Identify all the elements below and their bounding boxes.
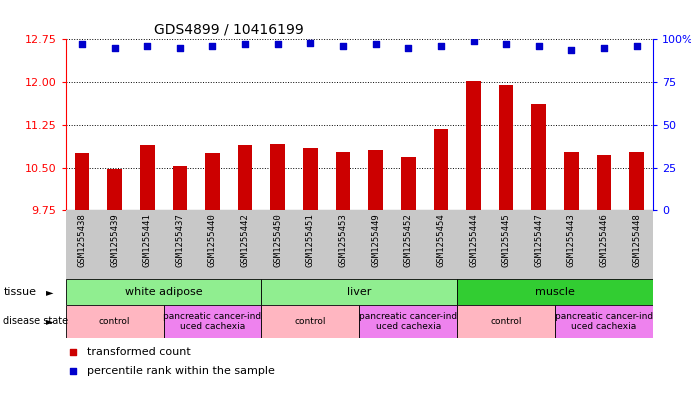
Bar [75,153,89,210]
Bar [466,81,481,210]
Bar [205,153,220,210]
Bar [140,145,155,210]
Text: GSM1255444: GSM1255444 [469,214,478,268]
Text: GSM1255452: GSM1255452 [404,214,413,268]
Bar [66,279,261,305]
Point [240,41,251,48]
Text: GSM1255443: GSM1255443 [567,214,576,268]
Bar [630,152,644,210]
Point [500,41,511,48]
Point [566,46,577,53]
Bar [564,152,579,210]
Text: control: control [491,317,522,326]
Text: ►: ► [46,287,54,297]
Text: GSM1255447: GSM1255447 [534,214,543,268]
Bar [457,279,653,305]
Text: transformed count: transformed count [87,347,191,357]
Text: GSM1255442: GSM1255442 [240,214,249,268]
Bar [401,157,415,210]
Bar [368,151,383,210]
Point [631,43,642,49]
Bar [531,104,546,210]
Text: pancreatic cancer-ind
uced cachexia: pancreatic cancer-ind uced cachexia [359,312,457,331]
Bar [359,305,457,338]
Text: tissue: tissue [3,287,37,297]
Bar [457,305,555,338]
Text: muscle: muscle [535,287,575,297]
Bar [336,152,350,210]
Bar [433,129,448,210]
Text: GSM1255449: GSM1255449 [371,214,380,268]
Text: GSM1255453: GSM1255453 [339,214,348,268]
Bar [261,279,457,305]
Bar [270,143,285,210]
Text: liver: liver [347,287,372,297]
Text: GSM1255441: GSM1255441 [143,214,152,268]
Point [77,41,88,48]
Text: GSM1255454: GSM1255454 [437,214,446,268]
Text: ►: ► [46,316,54,326]
Text: control: control [294,317,326,326]
Point [598,45,609,51]
Bar [555,305,653,338]
Point [67,349,78,355]
Bar [66,305,164,338]
Point [533,43,545,49]
Point [67,368,78,375]
Text: GDS4899 / 10416199: GDS4899 / 10416199 [153,23,303,37]
Bar [164,305,261,338]
Text: pancreatic cancer-ind
uced cachexia: pancreatic cancer-ind uced cachexia [163,312,262,331]
Text: pancreatic cancer-ind
uced cachexia: pancreatic cancer-ind uced cachexia [555,312,653,331]
Point [468,38,479,44]
Point [337,43,348,49]
Bar [261,305,359,338]
Text: GSM1255440: GSM1255440 [208,214,217,268]
Bar [303,148,318,210]
Point [109,45,120,51]
Bar [107,169,122,210]
Point [174,45,185,51]
Bar [597,155,612,210]
Text: GSM1255450: GSM1255450 [273,214,282,268]
Text: disease state: disease state [3,316,68,326]
Text: GSM1255439: GSM1255439 [110,214,119,268]
Bar [173,166,187,210]
Point [370,41,381,48]
Text: GSM1255446: GSM1255446 [600,214,609,268]
Point [142,43,153,49]
Bar [238,145,252,210]
Point [403,45,414,51]
Point [435,43,446,49]
Point [272,41,283,48]
Text: GSM1255438: GSM1255438 [77,214,86,268]
Text: GSM1255448: GSM1255448 [632,214,641,268]
Text: GSM1255445: GSM1255445 [502,214,511,268]
Text: control: control [99,317,131,326]
Text: GSM1255451: GSM1255451 [306,214,315,268]
Point [207,43,218,49]
Bar [499,85,513,210]
Text: GSM1255437: GSM1255437 [176,214,184,268]
Text: white adipose: white adipose [124,287,202,297]
Point [305,40,316,46]
Text: percentile rank within the sample: percentile rank within the sample [87,366,274,376]
